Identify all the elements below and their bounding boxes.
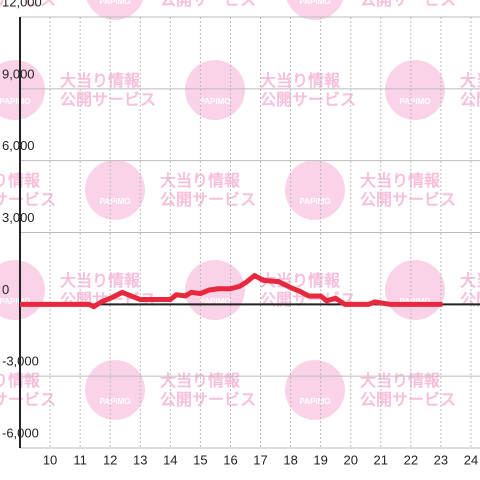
x-tick-label: 15 [193,452,207,467]
watermark-logo [385,60,445,120]
watermark-text: 公開サービス [260,91,356,109]
watermark-logo-text: PAPIMO [300,197,331,206]
watermark-text: 公開サービス [0,391,56,409]
y-tick-label: 9,000 [2,66,35,81]
watermark-logo [85,160,145,220]
watermark-logo-text: PAPIMO [200,297,231,306]
x-tick-label: 10 [43,452,57,467]
x-tick-label: 18 [283,452,297,467]
x-tick-label: 11 [73,452,87,467]
watermark-logo-text: PAPIMO [100,0,131,6]
watermark-logo [0,60,45,120]
watermark-text: 大当り情報 [360,371,441,390]
watermark-logo-text: PAPIMO [0,97,30,106]
y-tick-label: 12,000 [2,0,42,9]
watermark-text: 公開サービス [360,0,456,9]
x-tick-label: 13 [133,452,147,467]
x-tick-label: 19 [313,452,327,467]
watermark-logo [285,360,345,420]
watermark-text: 公開サービス [0,0,56,9]
y-tick-label: 0 [2,282,9,297]
y-tick-label: 6,000 [2,138,35,153]
watermark-logo [86,0,144,20]
watermark-logo-text: PAPIMO [300,397,331,406]
watermark-text: 大当り情報 [460,71,480,90]
x-tick-label: 12 [103,452,117,467]
watermark-logo [285,160,345,220]
watermark-text: 公開サービス [160,391,256,409]
watermark-text: 公開サービス [460,91,480,109]
x-tick-label: 21 [374,452,388,467]
y-tick-label: 3,000 [2,210,35,225]
data-line [20,273,443,310]
watermark-logo-text: PAPIMO [200,97,231,106]
watermark-text: 大当り情報 [260,71,341,90]
x-tick-label: 23 [434,452,448,467]
watermark-text: 公開サービス [360,191,456,209]
watermark-text: 公開サービス [0,191,56,209]
watermark: PAPIMO大当り情報公開サービスPAPIMO大当り情報公開サービスPAPIMO… [0,0,480,420]
watermark-text: 大当り情報 [60,71,141,90]
watermark-logo [385,260,445,320]
watermark-logo-text: PAPIMO [100,197,131,206]
watermark-logo-text: PAPIMO [300,0,331,6]
watermark-text: 公開サービス [460,291,480,309]
watermark-text: 公開サービス [360,391,456,409]
x-tick-label: 20 [343,452,357,467]
watermark-logo [85,360,145,420]
x-tick-label: 16 [223,452,237,467]
x-tick-label: 22 [404,452,418,467]
watermark-logo-text: PAPIMO [0,297,30,306]
plot [20,273,443,310]
watermark-text: 大当り情報 [460,271,480,290]
watermark-text: 公開サービス [160,0,256,9]
watermark-text: 公開サービス [160,191,256,209]
watermark-text: 大当り情報 [160,171,241,190]
watermark-text: 公開サービス [60,91,156,109]
watermark-logo [185,60,245,120]
watermark-text: 大当り情報 [60,271,141,290]
x-tick-label: 17 [253,452,267,467]
watermark-logo-text: PAPIMO [400,97,431,106]
watermark-logo [286,0,344,20]
watermark-logo-text: PAPIMO [100,397,131,406]
watermark-text: 大当り情報 [360,171,441,190]
x-tick-label: 24 [464,452,478,467]
x-tick-label: 14 [163,452,177,467]
watermark-logo-text: PAPIMO [400,297,431,306]
